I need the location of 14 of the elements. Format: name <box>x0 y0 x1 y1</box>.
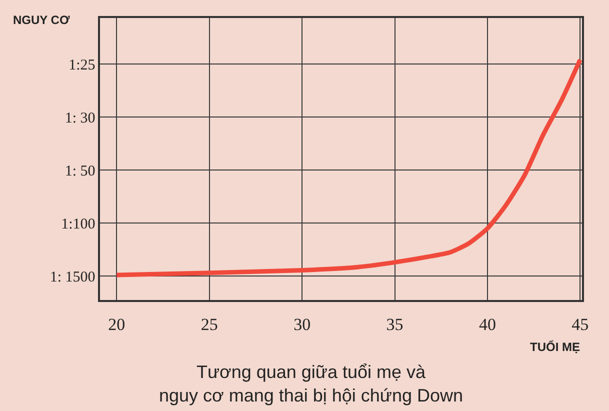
text: 1:25 <box>68 57 96 74</box>
text: 1: 1500 <box>50 269 96 286</box>
x-tick-label: 35 <box>386 315 404 334</box>
x-tick-label: 20 <box>108 315 126 334</box>
text: 1: 50 <box>64 163 96 180</box>
text: 1: 30 <box>64 110 96 126</box>
text: Tương quan giữa tuổi mẹ và nguy cơ mang thai bị hội chứng Down <box>159 362 464 406</box>
x-tick-label: 45 <box>572 315 589 334</box>
text: 1:100 <box>61 216 96 232</box>
x-tick-label: 30 <box>294 315 311 334</box>
x-tick-label: 25 <box>200 315 218 334</box>
x-axis-title: TUỔI MẸ <box>530 340 580 354</box>
x-tick-label: 40 <box>478 315 496 334</box>
y-axis-title: NGUY CƠ <box>13 13 70 27</box>
